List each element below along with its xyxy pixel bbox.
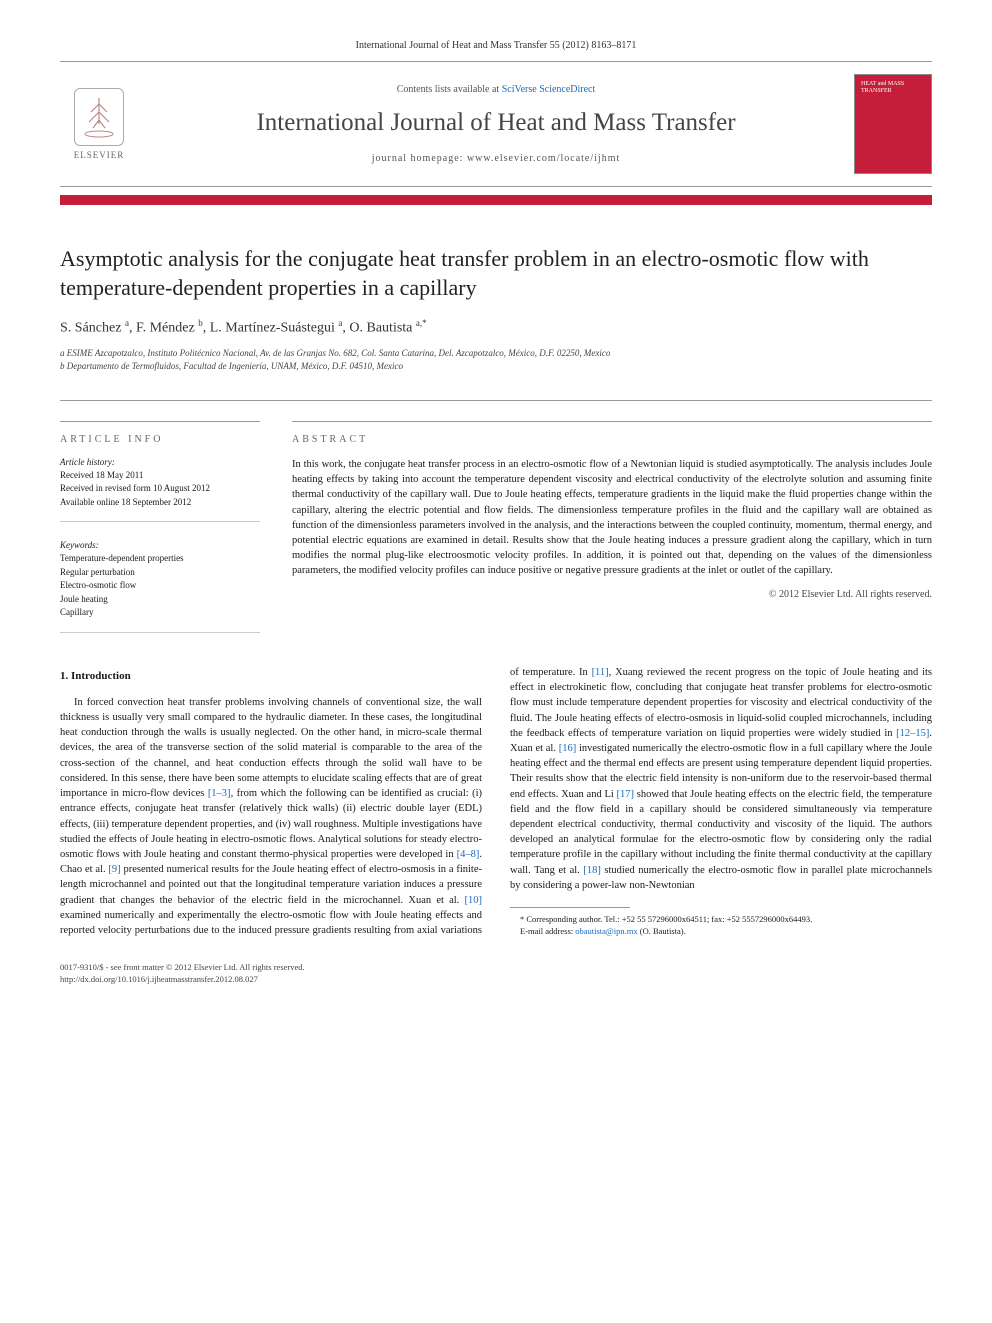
page-footer: 0017-9310/$ - see front matter © 2012 El… (60, 962, 932, 986)
homepage-url[interactable]: www.elsevier.com/locate/ijhmt (467, 153, 620, 164)
intro-text-1a: In forced convection heat transfer probl… (60, 697, 482, 799)
affiliation-b: b Departamento de Termofluidos, Facultad… (60, 360, 932, 374)
keyword-2: Electro-osmotic flow (60, 579, 260, 593)
homepage-label: journal homepage: (372, 153, 467, 164)
email-label: E-mail address: (520, 926, 575, 936)
journal-header: ELSEVIER Contents lists available at Sci… (60, 61, 932, 187)
keyword-4: Capillary (60, 606, 260, 620)
abstract-heading: ABSTRACT (292, 434, 932, 445)
article-info-heading: ARTICLE INFO (60, 434, 260, 445)
history-revised: Received in revised form 10 August 2012 (60, 482, 260, 496)
intro-text-2a: that changes the behavior of the electri… (100, 895, 465, 906)
cite-9[interactable]: [9] (108, 864, 120, 875)
header-center: Contents lists available at SciVerse Sci… (156, 84, 836, 164)
footer-line-1: 0017-9310/$ - see front matter © 2012 El… (60, 962, 932, 974)
history-online: Available online 18 September 2012 (60, 496, 260, 510)
keyword-3: Joule heating (60, 593, 260, 607)
elsevier-tree-icon (74, 88, 124, 146)
cite-1-3[interactable]: [1–3] (208, 788, 231, 799)
history-label: Article history: (60, 457, 260, 467)
affiliations: a ESIME Azcapotzalco, Instituto Politécn… (60, 347, 932, 374)
journal-reference: International Journal of Heat and Mass T… (60, 40, 932, 51)
abstract-copyright: © 2012 Elsevier Ltd. All rights reserved… (292, 589, 932, 600)
cover-thumb-title: HEAT and MASS TRANSFER (861, 81, 925, 95)
cite-18[interactable]: [18] (583, 865, 601, 876)
article-history-block: Article history: Received 18 May 2011 Re… (60, 457, 260, 523)
abstract-block: ABSTRACT In this work, the conjugate hea… (292, 421, 932, 633)
section-1-heading: 1. Introduction (60, 669, 482, 685)
contents-available: Contents lists available at SciVerse Sci… (156, 84, 836, 95)
cite-17[interactable]: [17] (617, 789, 635, 800)
history-received: Received 18 May 2011 (60, 469, 260, 483)
footer-doi[interactable]: http://dx.doi.org/10.1016/j.ijheatmasstr… (60, 974, 932, 986)
corresponding-author-footnote: * Corresponding author. Tel.: +52 55 572… (510, 914, 932, 926)
body-columns: 1. Introduction In forced convection hea… (60, 665, 932, 938)
intro-paragraph: In forced convection heat transfer probl… (60, 665, 932, 938)
keyword-0: Temperature-dependent properties (60, 552, 260, 566)
keywords-label: Keywords: (60, 540, 260, 550)
cite-10[interactable]: [10] (465, 895, 483, 906)
email-link[interactable]: obautista@ipn.mx (575, 926, 637, 936)
info-abstract-row: ARTICLE INFO Article history: Received 1… (60, 400, 932, 633)
email-suffix: (O. Bautista). (638, 926, 686, 936)
cite-16[interactable]: [16] (559, 743, 577, 754)
contents-prefix: Contents lists available at (397, 84, 502, 95)
article-info-block: ARTICLE INFO Article history: Received 1… (60, 421, 260, 633)
accent-bar (60, 195, 932, 205)
email-footnote: E-mail address: obautista@ipn.mx (O. Bau… (510, 926, 932, 938)
journal-homepage: journal homepage: www.elsevier.com/locat… (156, 153, 836, 164)
elsevier-label: ELSEVIER (74, 150, 125, 160)
keywords-block: Keywords: Temperature-dependent properti… (60, 540, 260, 633)
sciencedirect-link[interactable]: SciVerse ScienceDirect (502, 84, 596, 95)
authors-line: S. Sánchez a, F. Méndez b, L. Martínez-S… (60, 318, 932, 337)
footnote-separator (510, 907, 630, 908)
affiliation-a: a ESIME Azcapotzalco, Instituto Politécn… (60, 347, 932, 361)
intro-text-2f: showed that Joule heating effects on the… (510, 789, 932, 876)
journal-cover-thumb: HEAT and MASS TRANSFER (854, 74, 932, 174)
abstract-text: In this work, the conjugate heat transfe… (292, 457, 932, 579)
journal-name: International Journal of Heat and Mass T… (156, 109, 836, 137)
cite-12-15[interactable]: [12–15] (896, 728, 929, 739)
article-title: Asymptotic analysis for the conjugate he… (60, 245, 932, 302)
elsevier-logo: ELSEVIER (60, 80, 138, 168)
keyword-1: Regular perturbation (60, 566, 260, 580)
cite-11[interactable]: [11] (592, 667, 609, 678)
cite-4-8[interactable]: [4–8] (457, 849, 480, 860)
